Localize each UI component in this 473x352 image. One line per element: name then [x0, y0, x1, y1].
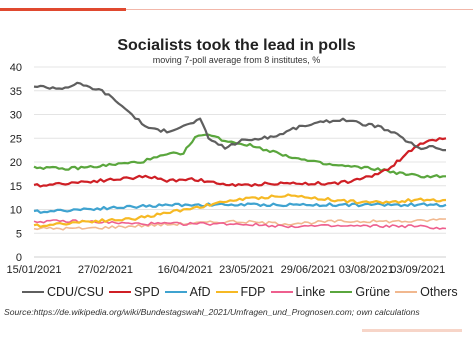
- line-chart: 0 5 10 15 20 25 30 35 40 15/01/2021 27/02/2021 16/0…: [6, 62, 447, 276]
- legend-item-fdp: FDP: [215, 285, 266, 299]
- legend-label: FDP: [240, 285, 266, 299]
- source-note: Source:https://de.wikipedia.org/wiki/Bun…: [4, 307, 420, 317]
- legend-swatch: [330, 290, 353, 293]
- series-line-spd: [33, 137, 447, 188]
- legend-label: Others: [420, 285, 458, 299]
- y-tick-label: 0: [16, 252, 22, 264]
- legend-item-spd: SPD: [108, 285, 160, 299]
- legend-label: Linke: [295, 285, 326, 299]
- legend-label: SPD: [133, 285, 160, 299]
- footer-accent: [362, 329, 462, 332]
- legend-swatch: [164, 290, 187, 293]
- header-accent: [0, 0, 473, 12]
- x-tick-label: 29/06/2021: [281, 264, 336, 276]
- legend-swatch: [215, 290, 238, 293]
- series-line-cdu-csu: [33, 81, 446, 152]
- legend-label: Grüne: [355, 285, 391, 299]
- y-tick-label: 5: [16, 228, 22, 240]
- x-tick-label: 16/04/2021: [158, 264, 213, 276]
- y-tick-label: 35: [10, 86, 22, 98]
- chart-subtitle: moving 7-poll average from 8 institutes,…: [152, 55, 321, 65]
- legend-item-others: Others: [395, 285, 458, 299]
- legend-swatch: [270, 290, 293, 293]
- series-line-afd: [33, 202, 447, 214]
- y-tick-label: 40: [10, 62, 22, 74]
- series-line-gr-ne: [33, 133, 446, 179]
- x-tick-label: 23/05/2021: [219, 264, 274, 276]
- legend-swatch: [395, 290, 418, 293]
- y-tick-label: 25: [10, 133, 22, 145]
- series-line-others: [33, 218, 447, 231]
- legend-label: AfD: [189, 285, 211, 299]
- x-tick-label: 15/01/2021: [6, 264, 61, 276]
- y-tick-label: 15: [10, 181, 22, 193]
- legend-label: CDU/CSU: [47, 285, 104, 299]
- x-tick-label: 03/08/2021: [339, 264, 394, 276]
- y-tick-label: 10: [10, 205, 22, 217]
- chart-legend: CDU/CSU SPD AfD FDP Linke Grüne Others: [22, 283, 467, 299]
- series-line-fdp: [33, 193, 447, 228]
- header-accent-rule: [126, 9, 473, 10]
- legend-item-cdu-csu: CDU/CSU: [22, 285, 104, 299]
- y-tick-label: 20: [10, 157, 22, 169]
- legend-swatch: [22, 290, 44, 293]
- y-tick-label: 30: [10, 110, 22, 122]
- x-tick-label: 27/02/2021: [78, 264, 133, 276]
- header-accent-bar: [0, 8, 126, 11]
- legend-item-gr-ne: Grüne: [330, 285, 390, 299]
- legend-swatch: [108, 290, 131, 293]
- legend-item-linke: Linke: [270, 285, 326, 299]
- series-line-linke: [33, 219, 447, 230]
- x-tick-label: 03/09/2021: [390, 264, 445, 276]
- legend-item-afd: AfD: [164, 285, 211, 299]
- chart-title: Socialists took the lead in polls: [117, 37, 356, 54]
